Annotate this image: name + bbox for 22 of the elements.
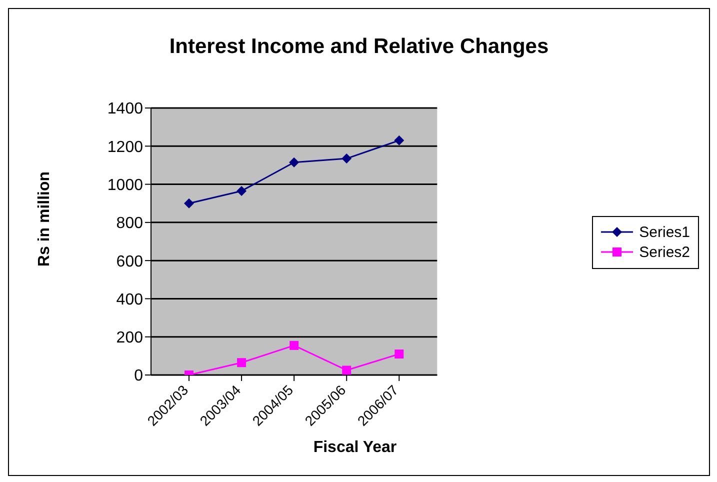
y-tick-label: 1200 — [107, 138, 144, 156]
y-tick-label: 200 — [116, 330, 144, 347]
point — [289, 157, 300, 168]
y-axis-title: Rs in million — [36, 171, 54, 267]
y-tick-label: 1000 — [107, 176, 144, 194]
y-tick-label: 0 — [134, 368, 144, 385]
point — [184, 198, 194, 208]
y-tick-label: 1400 — [107, 100, 144, 118]
point — [394, 135, 404, 146]
point — [342, 154, 352, 164]
y-tick-label: 800 — [116, 215, 144, 232]
point — [236, 186, 247, 196]
point — [290, 340, 299, 350]
legend-label: Series2 — [639, 244, 690, 260]
point — [394, 350, 404, 359]
point — [237, 358, 246, 368]
chart-title: Interest Income and Relative Changes — [168, 35, 550, 59]
legend-label: Series1 — [639, 224, 690, 240]
y-tick-label: 600 — [116, 253, 144, 270]
y-tick-label: 400 — [116, 291, 144, 308]
x-axis-title: Fiscal Year — [312, 439, 398, 457]
point — [342, 366, 352, 375]
